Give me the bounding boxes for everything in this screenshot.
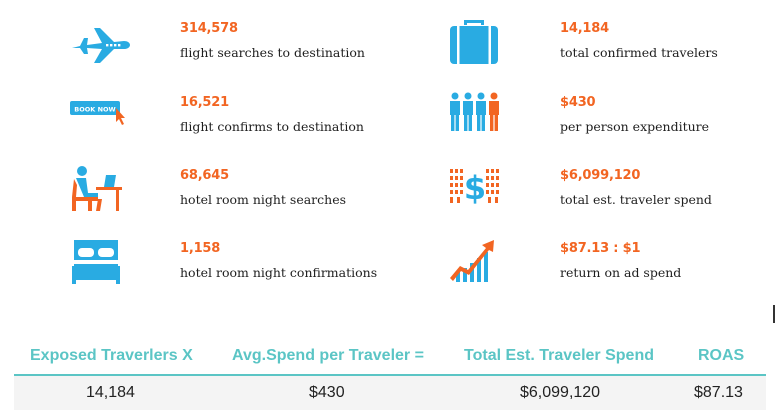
svg-text:$: $ (464, 169, 486, 207)
summary-header-row: Exposed Traverlers X Avg.Spend per Trave… (14, 340, 766, 374)
value-roas: $87.13 (694, 384, 743, 401)
stat-flight-confirms: BOOK NOW 16,521 flight confirms to desti… (68, 92, 428, 152)
stat-return-on-ad-spend: $87.13 : $1 return on ad spend (448, 238, 780, 298)
airplane-icon (68, 18, 132, 74)
dollar-binary-icon: $ (448, 165, 512, 221)
value-exposed-travelers: 14,184 (86, 384, 135, 401)
stat-value: 16,521 (180, 95, 229, 110)
person-at-computer-icon (68, 165, 132, 221)
stat-label: total est. traveler spend (560, 192, 712, 207)
header-total-spend: Total Est. Traveler Spend (464, 347, 654, 364)
growth-chart-icon (448, 238, 512, 294)
stat-traveler-spend: $ $6,099,120 total est. traveler spend (448, 165, 780, 225)
stat-value: $87.13 : $1 (560, 241, 641, 256)
stat-label: hotel room night searches (180, 192, 347, 207)
stat-hotel-searches: 68,645 hotel room night searches (68, 165, 428, 225)
people-group-icon (448, 92, 512, 148)
stat-value: 1,158 (180, 241, 221, 256)
bed-icon (68, 238, 132, 294)
stat-value: $430 (560, 95, 596, 110)
book-now-text: BOOK NOW (74, 106, 115, 114)
value-avg-spend: $430 (309, 384, 345, 401)
stat-label: total confirmed travelers (560, 45, 718, 60)
stat-value: 314,578 (180, 21, 238, 36)
stat-flight-searches: 314,578 flight searches to destination (68, 18, 428, 78)
stat-label: return on ad spend (560, 265, 682, 280)
stat-confirmed-travelers: 14,184 total confirmed travelers (448, 18, 780, 78)
summary-divider (14, 374, 766, 376)
header-exposed-travelers: Exposed Traverlers X (30, 347, 193, 364)
stat-value: 68,645 (180, 168, 229, 183)
header-roas: ROAS (698, 347, 745, 364)
stat-label: per person expenditure (560, 119, 710, 134)
stat-hotel-confirmations: 1,158 hotel room night confirmations (68, 238, 428, 298)
stat-label: flight confirms to destination (180, 119, 364, 134)
stat-value: $6,099,120 (560, 168, 641, 183)
text-cursor-mark (773, 305, 775, 323)
stat-per-person-expenditure: $430 per person expenditure (448, 92, 780, 152)
stat-label: flight searches to destination (180, 45, 365, 60)
stat-value: 14,184 (560, 21, 609, 36)
stat-label: hotel room night confirmations (180, 265, 378, 280)
book-now-button-icon: BOOK NOW (68, 92, 132, 148)
value-total-spend: $6,099,120 (520, 384, 601, 401)
summary-table: Exposed Traverlers X Avg.Spend per Trave… (14, 340, 766, 410)
suitcase-icon (448, 18, 512, 74)
summary-value-row: 14,184 $430 $6,099,120 $87.13 (14, 376, 766, 410)
header-avg-spend: Avg.Spend per Traveler = (232, 347, 424, 364)
